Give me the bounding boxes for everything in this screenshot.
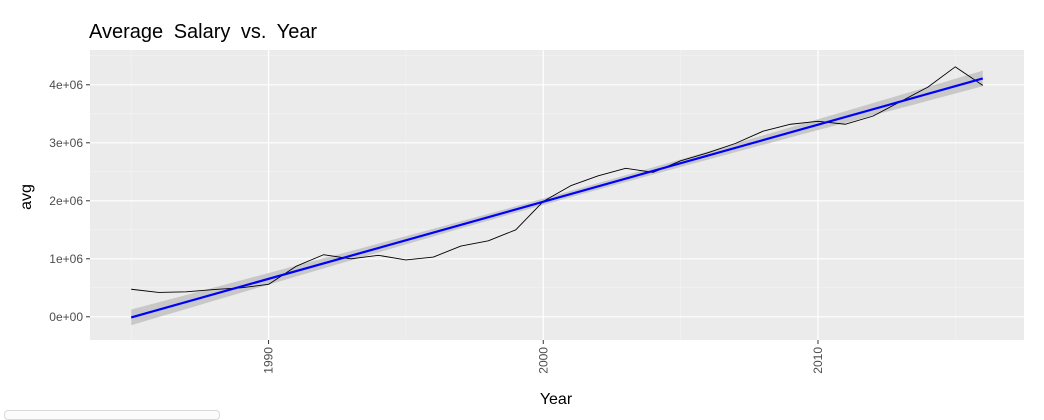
x-tick-label: 2010	[811, 347, 825, 374]
y-tick-label: 2e+06	[49, 194, 83, 208]
trend-series	[130, 77, 984, 319]
chart-title: Average Salary vs. Year	[89, 21, 317, 43]
x-tick-label: 1990	[262, 347, 276, 374]
y-tick-label: 1e+06	[49, 252, 83, 266]
trend-line	[130, 77, 984, 319]
x-axis-title: Year	[540, 391, 573, 408]
y-tick-label: 4e+06	[49, 78, 83, 92]
y-axis: 0e+00 1e+06 2e+06 3e+06 4e+06	[49, 78, 90, 324]
grid-minor	[90, 50, 1024, 340]
y-axis-title: avg	[18, 184, 35, 210]
x-axis: 1990 2000 2010	[262, 340, 825, 374]
series-line-0	[131, 66, 984, 293]
y-tick-label: 3e+06	[49, 136, 83, 150]
data-series	[131, 66, 984, 293]
horizontal-scrollbar[interactable]	[4, 410, 220, 420]
x-tick-label: 2000	[536, 347, 550, 374]
y-tick-label: 0e+00	[49, 310, 83, 324]
